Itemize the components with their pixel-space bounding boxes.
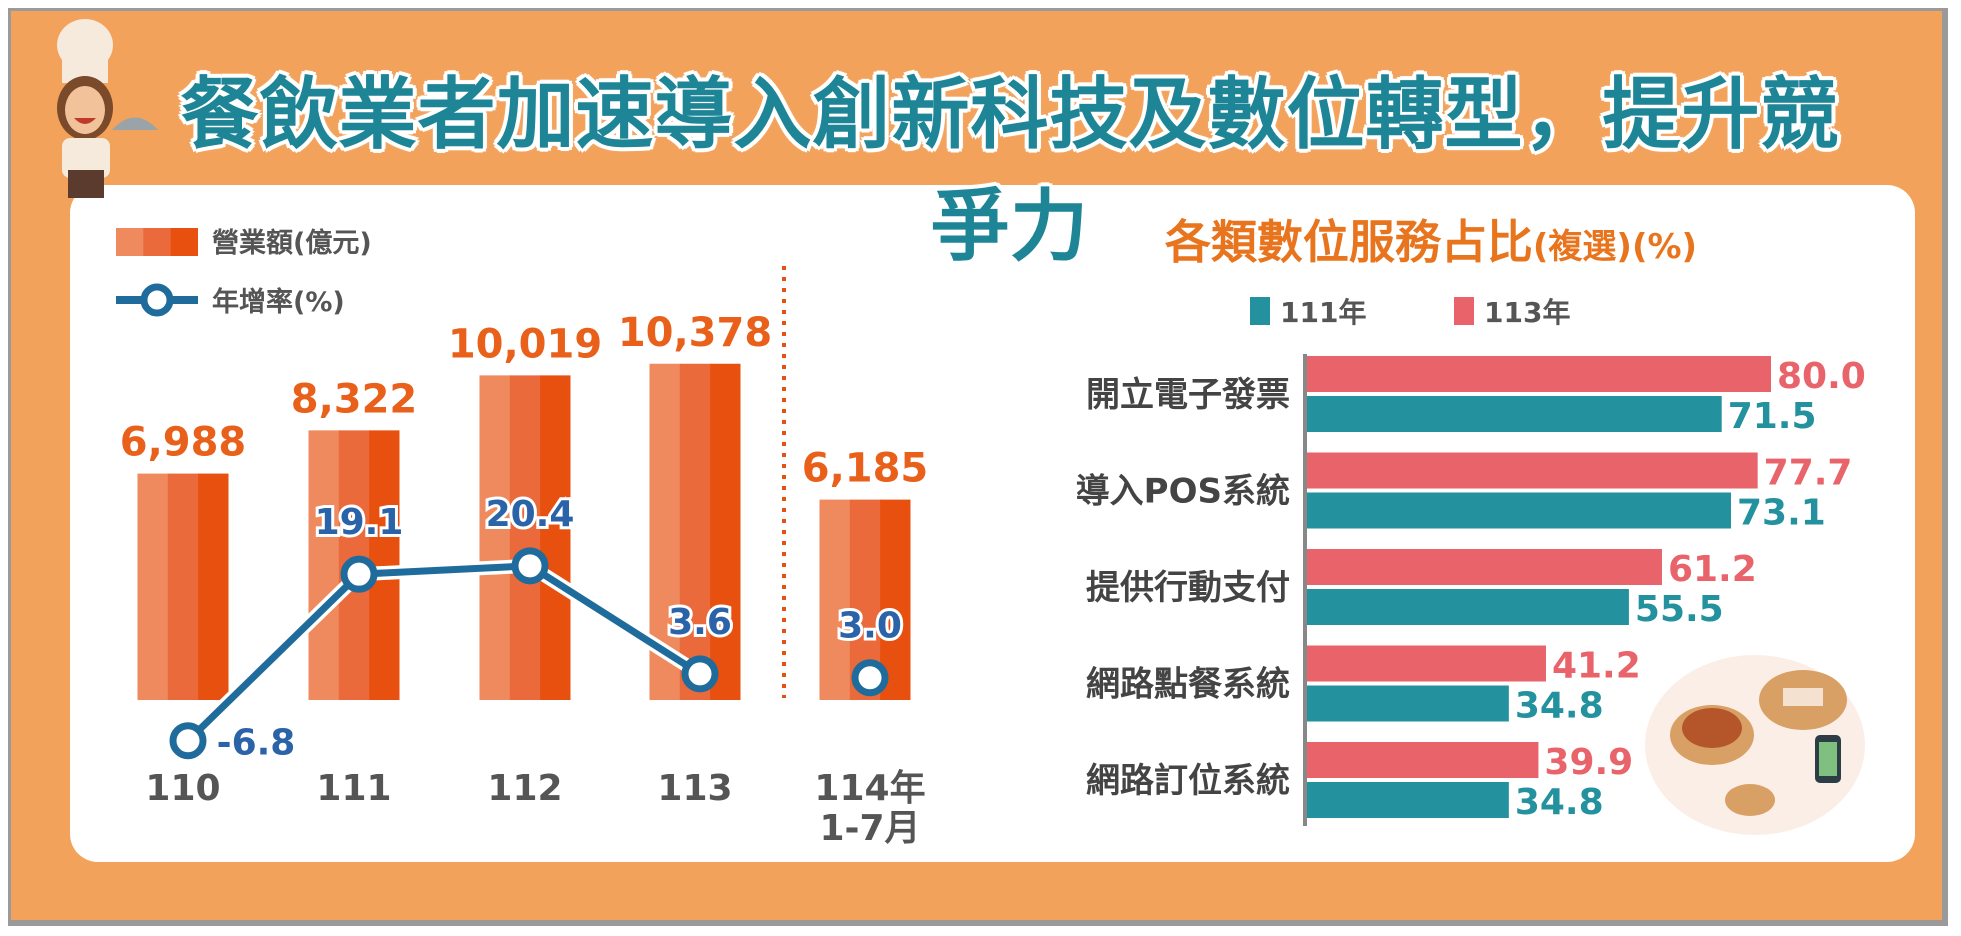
legend-line-marker xyxy=(140,283,174,317)
x-tick-label: 111 xyxy=(316,768,391,809)
chef-illustration xyxy=(57,19,158,198)
x-tick-label: 1-7月 xyxy=(819,808,920,849)
growth-marker xyxy=(169,722,207,760)
legend-label-113: 113年 xyxy=(1484,296,1570,329)
growth-line-segment xyxy=(358,562,531,578)
service-value-label: 80.0 xyxy=(1777,356,1866,397)
revenue-bar-seg xyxy=(479,375,511,700)
service-value-label: 34.8 xyxy=(1515,686,1604,727)
revenue-bar xyxy=(137,473,229,700)
x-tick-label: 110 xyxy=(145,768,220,809)
revenue-bar-seg xyxy=(819,499,851,700)
service-bar-113 xyxy=(1307,549,1662,585)
revenue-bar-seg xyxy=(540,375,571,700)
x-tick-label: 113 xyxy=(657,768,732,809)
right-chart-title: 各類數位服務占比(複選)(%) xyxy=(1165,215,1697,269)
legend-bar-swatch-seg xyxy=(116,228,145,256)
service-value-label: 41.2 xyxy=(1552,646,1641,687)
service-value-label: 39.9 xyxy=(1544,742,1633,783)
growth-line-segment xyxy=(185,571,362,744)
growth-marker xyxy=(340,555,378,593)
revenue-bar-seg xyxy=(308,430,340,700)
revenue-bar-seg xyxy=(167,473,200,700)
growth-label: 19.1 xyxy=(315,502,404,543)
revenue-label: 10,019 xyxy=(448,321,602,367)
revenue-label: 10,378 xyxy=(618,310,772,356)
service-bar-111 xyxy=(1307,492,1731,529)
category-label: 提供行動支付 xyxy=(1086,568,1290,608)
legend-line-label: 年增率(%) xyxy=(212,286,345,318)
legend-label-111: 111年 xyxy=(1280,296,1366,329)
category-label: 導入POS系統 xyxy=(1076,472,1290,512)
revenue-bar-seg xyxy=(198,473,229,700)
revenue-bar-seg xyxy=(137,473,169,700)
legend-bar-swatch-seg xyxy=(143,228,172,256)
service-bar-113 xyxy=(1307,645,1546,682)
category-label: 網路訂位系統 xyxy=(1086,761,1290,801)
revenue-label: 8,322 xyxy=(291,376,418,422)
revenue-bar xyxy=(479,375,571,700)
revenue-label: 6,988 xyxy=(120,420,247,466)
category-label: 網路點餐系統 xyxy=(1086,665,1290,705)
right-title-main: 各類數位服務占比 xyxy=(1165,215,1533,269)
service-value-label: 55.5 xyxy=(1635,589,1724,630)
service-bar-111 xyxy=(1307,782,1509,818)
service-value-label: 61.2 xyxy=(1668,549,1757,590)
service-value-label: 71.5 xyxy=(1728,396,1817,437)
service-bar-113 xyxy=(1307,356,1771,392)
growth-label: 20.4 xyxy=(486,494,575,535)
growth-line-segment xyxy=(528,562,702,677)
legend-bar-label: 營業額(億元) xyxy=(212,228,372,259)
growth-label: -6.8 xyxy=(217,723,296,764)
page-title: 餐飲業者加速導入創新科技及數位轉型，提升競爭力 xyxy=(180,70,1840,272)
right-title-suffix: (複選)(%) xyxy=(1533,227,1697,267)
legend-bar-swatch xyxy=(116,228,198,256)
x-tick-label: 114年 xyxy=(814,768,925,809)
revenue-bar-seg xyxy=(880,499,911,700)
legend-swatch-111 xyxy=(1250,297,1270,325)
revenue-label: 6,185 xyxy=(802,446,929,492)
legend-swatch-113 xyxy=(1454,297,1474,325)
service-bar-111 xyxy=(1307,396,1722,432)
service-bar-111 xyxy=(1307,589,1629,625)
revenue-bar-seg xyxy=(679,363,712,700)
service-value-label: 73.1 xyxy=(1737,493,1826,534)
service-bar-113 xyxy=(1307,742,1539,778)
revenue-bar-seg xyxy=(710,363,741,700)
service-bar-111 xyxy=(1307,685,1509,722)
food-illustration xyxy=(1645,655,1865,835)
category-label: 開立電子發票 xyxy=(1086,375,1290,415)
growth-label: 3.0 xyxy=(838,606,902,647)
growth-marker xyxy=(511,547,549,585)
service-value-label: 77.7 xyxy=(1764,453,1853,494)
growth-marker xyxy=(851,659,889,697)
service-value-label: 34.8 xyxy=(1515,782,1604,823)
x-tick-label: 112 xyxy=(487,768,562,809)
growth-marker xyxy=(681,655,719,693)
revenue-bar-seg xyxy=(509,375,542,700)
legend-bar-swatch-seg xyxy=(170,228,198,256)
service-bar-113 xyxy=(1307,452,1758,489)
growth-label: 3.6 xyxy=(668,602,732,643)
